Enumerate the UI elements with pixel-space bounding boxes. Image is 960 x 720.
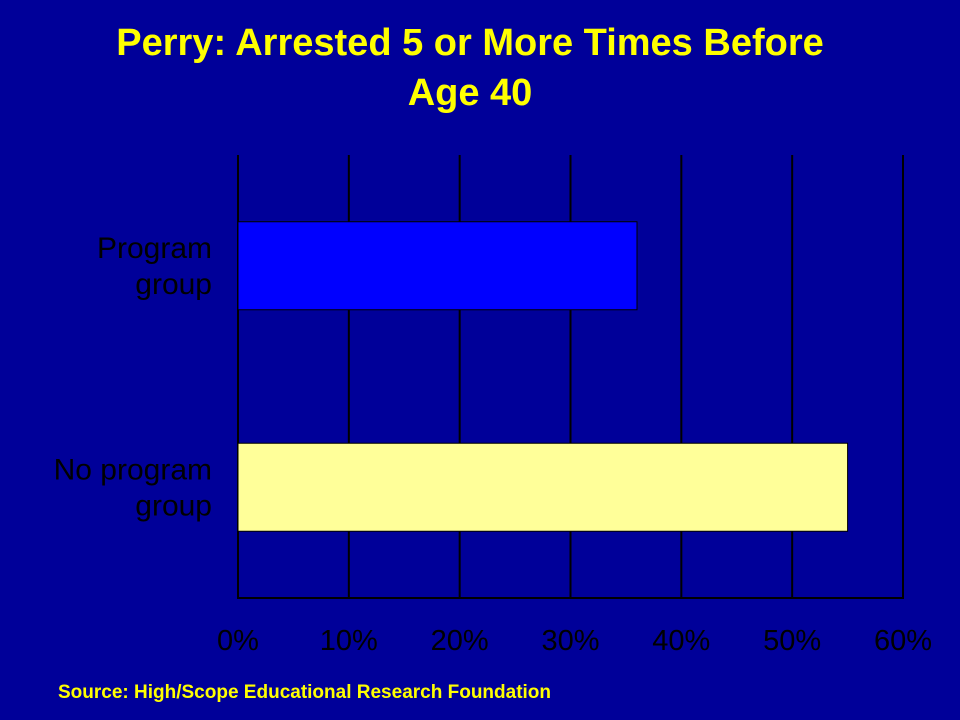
category-label-1-line-1: group [135,489,212,522]
x-tick-label-4: 40% [652,625,710,657]
source-note: Source: High/Scope Educational Research … [58,682,552,703]
chart-title-line-2: Age 40 [407,72,533,114]
category-label-0-line-1: group [135,268,212,301]
x-tick-label-2: 20% [431,625,489,657]
chart-title: Perry: Arrested 5 or More Times Before A… [0,18,940,118]
x-tick-label-5: 50% [763,625,821,657]
x-tick-label-6: 60% [874,625,932,657]
x-tick-label-3: 30% [541,625,599,657]
chart-title-line-1: Perry: Arrested 5 or More Times Before [116,22,824,64]
category-label-0-line-0: Program [97,232,212,265]
x-tick-label-1: 10% [320,625,378,657]
bar-1 [237,442,849,532]
category-label-1-line-0: No program [54,453,212,486]
bar-0 [237,221,638,311]
x-tick-label-0: 0% [217,625,259,657]
